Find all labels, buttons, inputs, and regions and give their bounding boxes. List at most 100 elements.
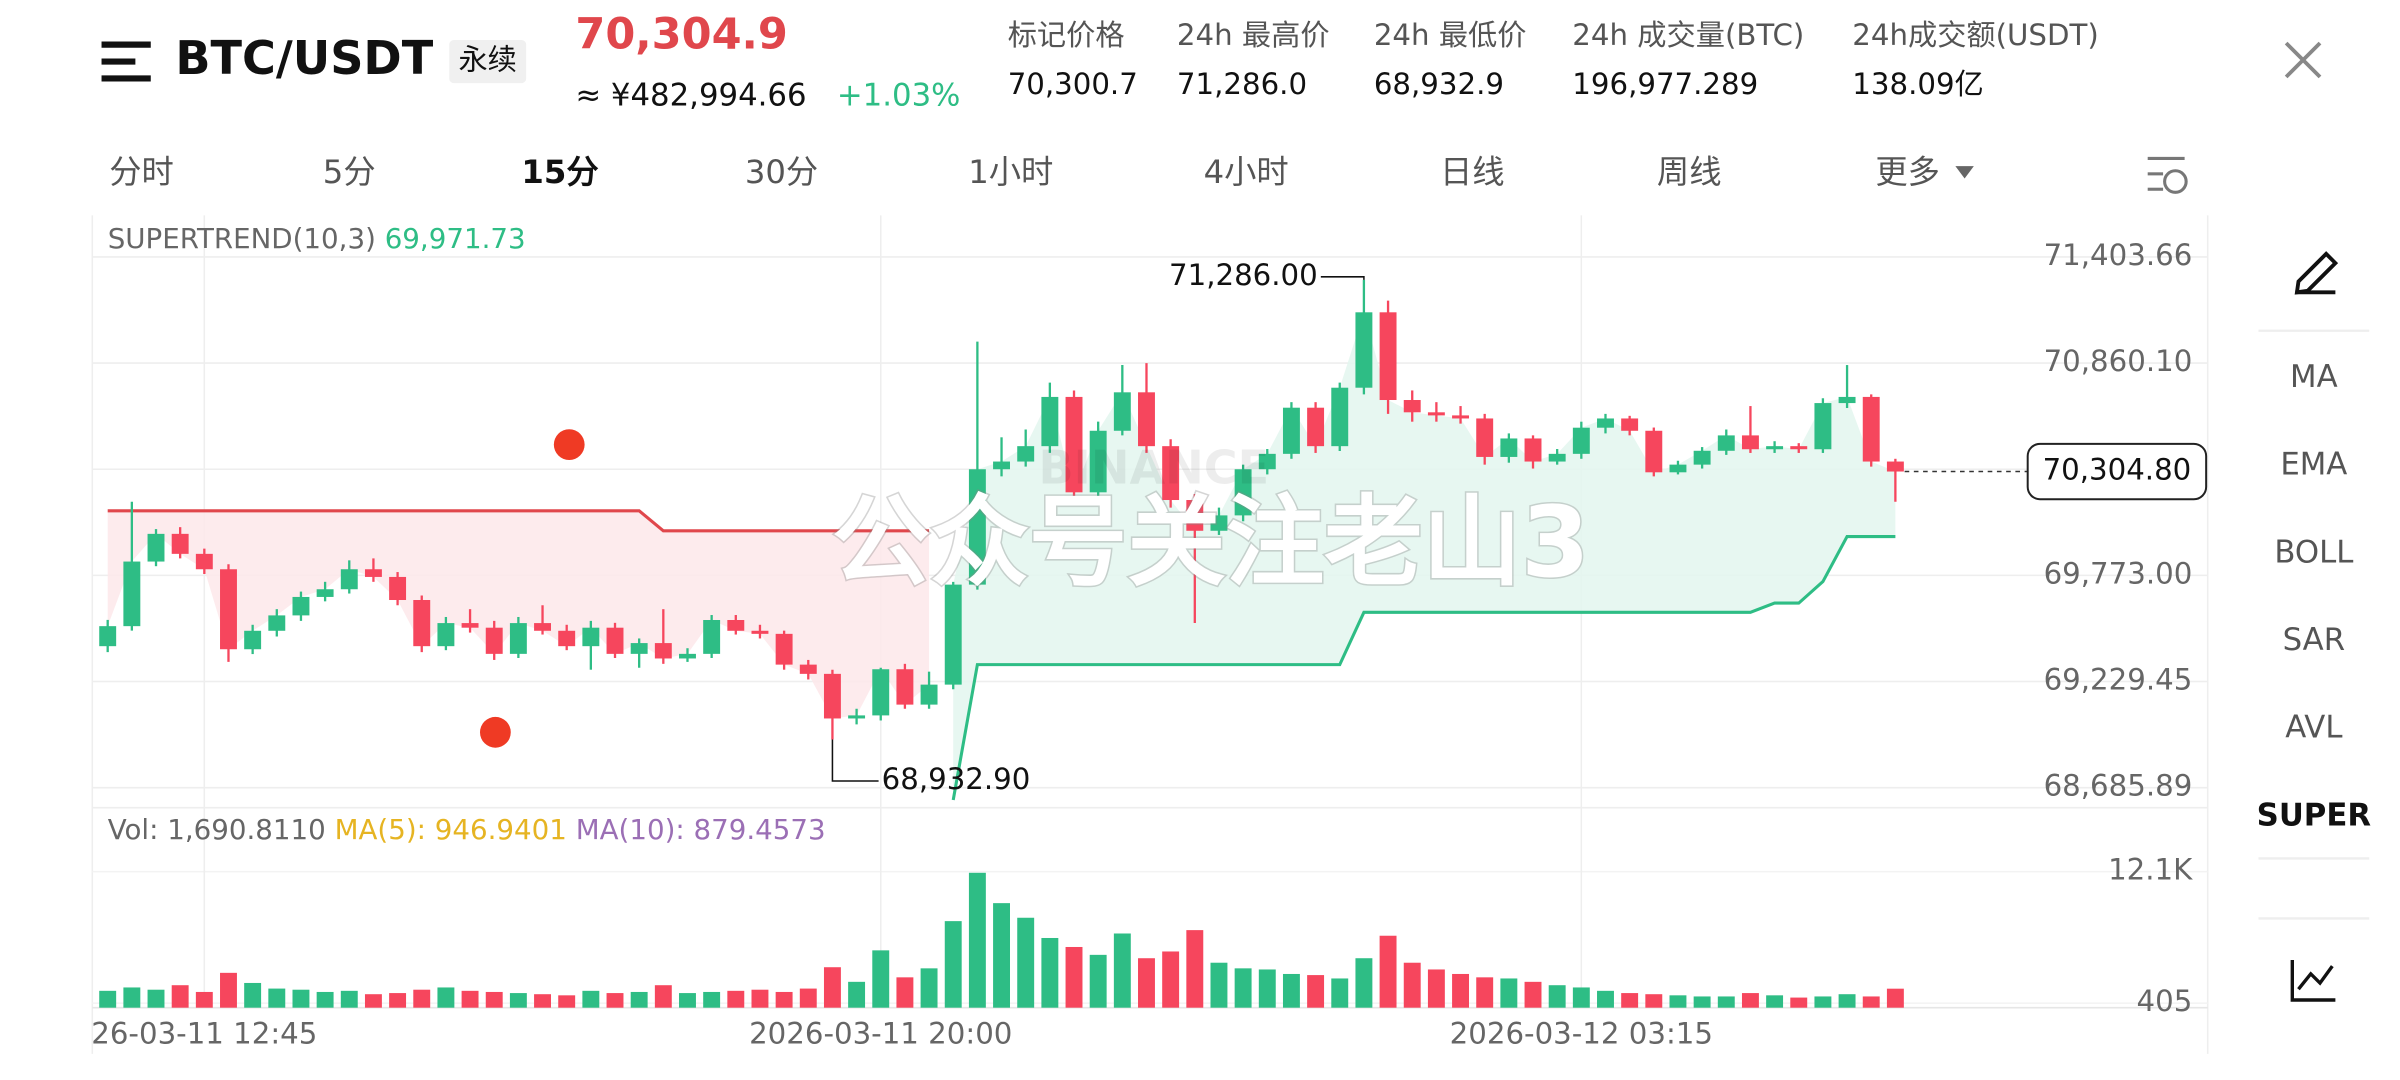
- candle-body: [848, 715, 866, 719]
- candle-body: [1162, 446, 1180, 501]
- candle-body: [220, 569, 237, 650]
- timeframe-tab[interactable]: 更多: [1875, 153, 1940, 191]
- stat-label: 标记价格: [1008, 18, 1125, 52]
- candle-body: [1113, 392, 1131, 431]
- volume-bar: [340, 990, 358, 1008]
- candle-body: [1210, 515, 1228, 531]
- volume-bar: [606, 993, 624, 1008]
- stat-value: 138.09亿: [1852, 67, 1983, 101]
- timeframe-tab[interactable]: 4小时: [1204, 153, 1289, 191]
- indicator-tool[interactable]: SAR: [2283, 622, 2346, 658]
- low-leader: [831, 739, 879, 782]
- candle-body: [654, 643, 672, 659]
- volume-bar: [1838, 994, 1856, 1008]
- volume-bar: [993, 903, 1010, 1008]
- volume-bar: [461, 990, 479, 1008]
- high-label: 71,286.00: [1169, 258, 1318, 292]
- volume-bar: [1379, 935, 1397, 1008]
- candle-body: [1693, 450, 1711, 465]
- close-button[interactable]: [2284, 41, 2322, 79]
- marker-dot: [480, 716, 511, 748]
- tag-bg: [449, 40, 527, 84]
- candle-body: [1355, 312, 1373, 388]
- candle-body: [1621, 418, 1639, 431]
- volume-bar: [1452, 973, 1470, 1008]
- volume-bar: [1355, 958, 1373, 1008]
- volume-bar: [751, 989, 769, 1008]
- candle-body: [389, 576, 407, 601]
- indicator-tool[interactable]: AVL: [2285, 710, 2342, 746]
- volume-bar: [968, 872, 986, 1008]
- volume-bar: [1717, 996, 1735, 1008]
- volume-bar: [654, 985, 672, 1008]
- timeframe-tab[interactable]: 30分: [745, 153, 818, 191]
- high-leader: [1320, 276, 1365, 280]
- volume-bar: [1645, 994, 1663, 1008]
- chart-tool[interactable]: [2290, 960, 2336, 1002]
- ma5-value: MA(5): 946.9401: [335, 813, 567, 846]
- volume-bar: [1017, 917, 1035, 1008]
- candle-body: [823, 673, 841, 719]
- candle-body: [1838, 396, 1856, 404]
- candle-body: [1017, 446, 1035, 462]
- stat-value: 70,300.7: [1008, 67, 1138, 101]
- draw-tool[interactable]: [2294, 251, 2339, 295]
- volume-bar: [1210, 962, 1228, 1008]
- trend-fill: [953, 312, 1896, 801]
- change: +1.03%: [837, 77, 960, 113]
- candle-body: [1258, 453, 1276, 470]
- indicator-value: 69,971.73: [385, 222, 526, 255]
- menu-icon[interactable]: [101, 41, 151, 82]
- x-tick-label: 26-03-11 12:45: [91, 1016, 317, 1050]
- candle-body: [1548, 453, 1566, 462]
- volume-bar: [1307, 975, 1325, 1008]
- timeframe-tab[interactable]: 分时: [109, 153, 174, 191]
- x-tick-label: 2026-03-11 20:00: [749, 1016, 1012, 1050]
- candle-body: [582, 627, 600, 647]
- candle-body: [703, 620, 721, 654]
- volume-bar: [1234, 968, 1252, 1008]
- stat-label: 24h 最低价: [1374, 18, 1527, 52]
- volume-bar: [292, 989, 310, 1008]
- volume-bar: [509, 993, 527, 1008]
- indicator-tool[interactable]: BOLL: [2274, 534, 2353, 570]
- candle-body: [1524, 438, 1542, 462]
- candle-body: [1065, 396, 1083, 493]
- y-tick-label: 405: [2137, 984, 2193, 1018]
- candle-body: [558, 630, 576, 647]
- timeframe-tab[interactable]: 日线: [1440, 153, 1505, 191]
- volume-bar: [1186, 930, 1204, 1008]
- candle-body: [1138, 392, 1155, 447]
- symbol[interactable]: BTC/USDT: [175, 31, 433, 85]
- candle-body: [437, 623, 455, 647]
- volume-bar: [1669, 995, 1687, 1008]
- stat-label: 24h 成交量(BTC): [1572, 18, 1804, 52]
- supertrend-line: [951, 535, 1896, 801]
- indicator-tool[interactable]: EMA: [2280, 447, 2347, 483]
- timeframe-tab[interactable]: 1小时: [968, 153, 1053, 191]
- volume-bar: [1741, 993, 1759, 1008]
- volume-bar: [558, 995, 576, 1008]
- volume-bar: [679, 993, 696, 1008]
- volume-bar: [1113, 933, 1131, 1008]
- timeframe-tab[interactable]: 周线: [1657, 153, 1722, 191]
- candle-body: [606, 627, 624, 654]
- timeframe-tab[interactable]: 15分: [521, 153, 598, 191]
- candle-body: [679, 653, 696, 659]
- volume-bar: [944, 921, 962, 1008]
- indicator-tool[interactable]: SUPER: [2257, 797, 2372, 833]
- indicator-tool[interactable]: MA: [2290, 359, 2338, 395]
- volume-bar: [1041, 937, 1059, 1008]
- stat-label: 24h成交额(USDT): [1852, 18, 2098, 52]
- volume-bar: [1862, 996, 1880, 1008]
- supertrend-line: [107, 509, 930, 533]
- settings-icon[interactable]: [2147, 156, 2188, 194]
- candle-body: [1790, 446, 1808, 450]
- volume-bar: [1886, 988, 1904, 1008]
- timeframe-tab[interactable]: 5分: [323, 153, 376, 191]
- candle-body: [1282, 407, 1300, 454]
- candle-body: [292, 596, 310, 616]
- volume-legend: Vol: 1,690.8110 MA(5): 946.9401 MA(10): …: [108, 813, 826, 846]
- volume-bar: [1693, 996, 1711, 1008]
